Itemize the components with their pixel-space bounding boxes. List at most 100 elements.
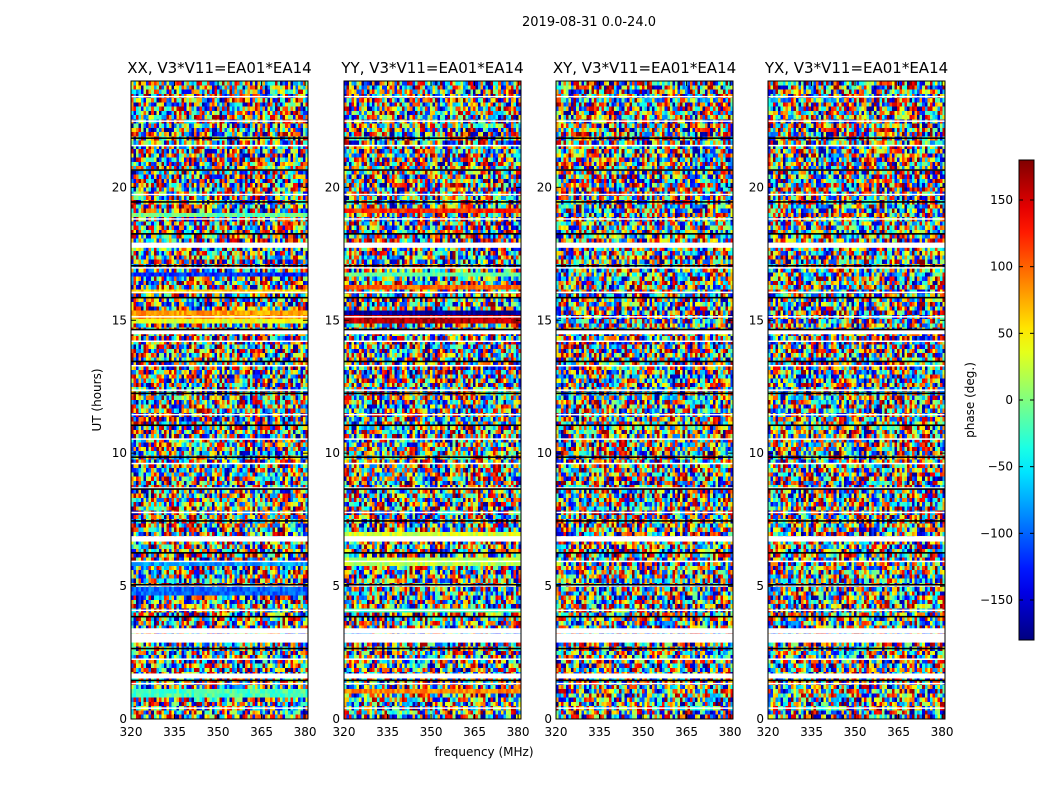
phase-image [344,81,521,719]
colorbar: 150 100 50 0 −50 −100 −150 [980,159,1035,641]
y-tick-label: 20 [112,180,127,194]
flagged-row [344,637,521,643]
scan-boundary [556,296,733,299]
scan-boundary [556,424,733,427]
flagged-row [768,267,945,269]
panel-frame [555,80,734,720]
flagged-row [131,340,308,343]
y-tick-label: 0 [756,712,764,726]
scan-boundary [131,583,308,586]
flagged-row [556,585,733,587]
flagged-row [131,291,308,294]
colorbar-tick-label: 50 [998,326,1013,340]
flagged-row [556,413,733,416]
scan-boundary [131,233,308,235]
flagged-row [131,95,308,98]
x-tick-label: 335 [800,725,823,739]
flagged-row [768,560,945,563]
y-tick-label: 20 [537,180,552,194]
flagged-row [344,193,521,196]
scan-boundary [131,296,308,299]
flagged-row [768,120,945,122]
flagged-row [344,536,521,538]
flagged-row [131,193,308,196]
colorbar-tick-label: −150 [980,593,1013,607]
flagged-row [131,707,308,709]
scan-boundary [768,360,945,363]
flagged-row [768,585,945,587]
flagged-row [556,193,733,196]
scan-boundary [768,647,945,650]
flagged-row [344,673,521,679]
flagged-row [344,536,521,542]
scan-boundary [556,552,733,554]
scan-boundary [768,520,945,522]
flagged-row [556,707,733,709]
flagged-row [768,242,945,245]
y-tick-label: 10 [112,446,127,460]
scan-boundary [344,233,521,235]
scan-boundary [344,264,521,267]
flagged-row [556,633,733,639]
flagged-row [131,267,308,269]
scan-boundary [131,392,308,395]
x-tick-label: 320 [333,725,356,739]
scan-boundary [344,392,521,395]
flagged-row [131,242,308,245]
flagged-row [344,291,521,294]
flagged-row [556,389,733,391]
scan-boundary [768,679,945,682]
scan-boundary [344,615,521,618]
flagged-row [556,487,733,489]
scan-boundary [768,169,945,171]
panel-title: XX, V3*V11=EA01*EA14 [127,59,311,77]
panel-3: XY, V3*V11=EA01*EA14 320 335 350 365 380 0 5 10 1… [537,59,742,739]
flagged-row [131,673,308,679]
scan-boundary [131,201,308,203]
x-tick-label: 335 [163,725,186,739]
flagged-row [344,609,521,612]
scan-boundary [131,169,308,171]
x-tick-label: 335 [376,725,399,739]
y-tick-label: 20 [325,180,340,194]
flagged-row [768,364,945,367]
panel-title: YY, V3*V11=EA01*EA14 [340,59,523,77]
flagged-row [131,536,308,542]
flagged-row [131,389,308,391]
flagged-row [344,628,521,634]
flagged-row [344,389,521,391]
scan-boundary [131,520,308,522]
scan-boundary [131,360,308,363]
flagged-row [344,364,521,367]
scan-boundary [556,488,733,490]
y-tick-label: 5 [332,579,340,593]
scan-boundary [556,520,733,522]
flagged-row [768,536,945,542]
flagged-row [344,487,521,489]
scan-boundary [768,615,945,618]
flagged-row [768,628,945,634]
scan-boundary [556,615,733,618]
scan-boundary [768,392,945,395]
flagged-row [556,511,733,514]
flagged-row [556,682,733,685]
flagged-row [556,316,733,318]
flagged-row [344,267,521,269]
y-tick-label: 10 [537,446,552,460]
flagged-row [344,462,521,465]
flagged-row [556,673,733,679]
scan-boundary [768,583,945,586]
flagged-row [768,511,945,514]
x-tick-label: 365 [675,725,698,739]
y-tick-label: 15 [749,313,764,327]
flagged-row [556,242,733,245]
scan-boundary [344,520,521,522]
flagged-row [344,242,521,248]
scan-boundary [344,201,521,203]
panel-title: XY, V3*V11=EA01*EA14 [553,59,736,77]
flagged-row [556,120,733,122]
x-tick-label: 380 [294,725,317,739]
flagged-row [344,218,521,220]
flagged-row [556,637,733,643]
